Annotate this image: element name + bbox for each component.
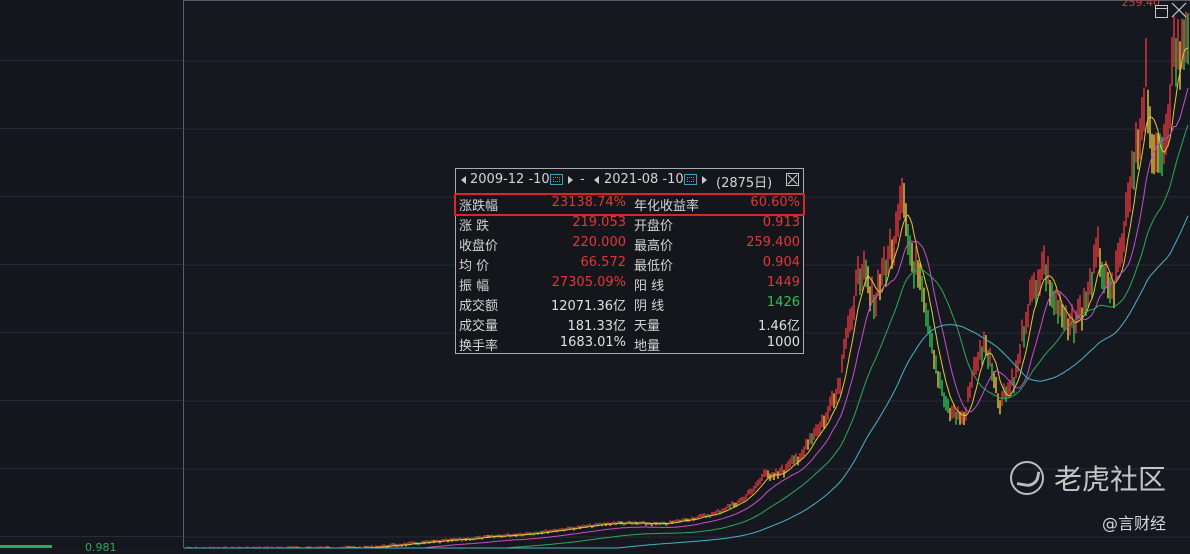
stats-row: 涨 跌 219.053 开盘价 0.913 [456,214,803,234]
stats-row: 涨跌幅 23138.74% 年化收益率 60.60% [456,194,803,214]
stats-label: 地量 [634,339,661,354]
stats-value: 259.400 [746,235,800,250]
popup-close-icon[interactable] [786,173,799,186]
stats-value: 1449 [766,275,800,290]
stats-row: 收盘价 220.000 最高价 259.400 [456,234,803,254]
stats-value: 60.60% [750,195,800,210]
day-count: (2875日) [716,176,773,191]
stats-value: 219.053 [572,215,626,230]
stats-value: 0.904 [762,255,800,270]
end-next-arrow-icon[interactable] [702,176,707,184]
stats-label: 收盘价 [459,239,499,254]
interval-stats-popup: 2009-12 -10 - 2021-08 -10 (2875日) 涨跌幅 231… [454,168,805,354]
stats-row: 振 幅 27305.09% 阳 线 1449 [456,274,803,294]
stats-label: 开盘价 [634,219,674,234]
stats-row: 均 价 66.572 最低价 0.904 [456,254,803,274]
end-date[interactable]: 2021-08 -10 [604,172,684,187]
start-date[interactable]: 2009-12 -10 [470,172,550,187]
volume-strip [0,545,52,548]
end-prev-arrow-icon[interactable] [594,176,599,184]
start-next-arrow-icon[interactable] [568,176,573,184]
stats-value: 12071.36亿 [550,299,626,314]
stats-label: 振 幅 [459,279,490,294]
watermark-credit: @言财经 [1101,514,1166,533]
stats-label: 均 价 [459,259,490,274]
stats-label: 换手率 [459,339,499,354]
stats-value: 1.46亿 [758,319,800,334]
stats-label: 年化收益率 [634,199,700,214]
left-panel [0,0,184,548]
stats-label: 阳 线 [634,279,665,294]
stats-label: 成交额 [459,299,499,314]
stats-label: 最高价 [634,239,674,254]
watermark: 老虎社区 [1009,458,1166,498]
stats-value: 66.572 [580,255,627,270]
start-prev-arrow-icon[interactable] [461,176,466,184]
close-icon[interactable] [1170,1,1188,19]
stats-label: 天量 [634,319,661,334]
stats-value: 220.000 [572,235,626,250]
stats-value: 1000 [766,335,800,350]
restore-icon[interactable] [1155,5,1168,18]
stats-row: 换手率 1683.01% 地量 1000 [456,334,803,354]
stats-row: 成交额 12071.36亿阴 线 1426 [456,294,803,314]
stats-label: 成交量 [459,319,499,334]
date-range-bar: 2009-12 -10 - 2021-08 -10 (2875日) [456,169,803,191]
highlight-box [454,193,805,216]
stats-value: 27305.09% [551,275,626,290]
kline-chart-area[interactable]: 259.40 [184,0,1190,549]
stats-value: 181.33亿 [567,319,627,334]
stats-label: 涨跌幅 [459,199,499,214]
start-calendar-icon[interactable] [550,174,563,185]
tiger-logo-icon [1009,461,1044,495]
stats-value: 23138.74% [551,195,626,210]
watermark-brand: 老虎社区 [1053,463,1166,496]
stats-row: 成交量 181.33亿 天量 1.46亿 [456,314,803,334]
stats-value: 0.913 [762,215,800,230]
stats-label: 涨 跌 [459,219,490,234]
end-calendar-icon[interactable] [684,174,697,185]
stats-value: 1426 [766,295,800,310]
stats-label: 阴 线 [634,299,665,314]
top-price-label: 259.40 [1121,0,1161,9]
stats-value: 1683.01% [559,335,626,350]
stats-label: 最低价 [634,259,674,274]
date-separator: - [580,172,585,187]
